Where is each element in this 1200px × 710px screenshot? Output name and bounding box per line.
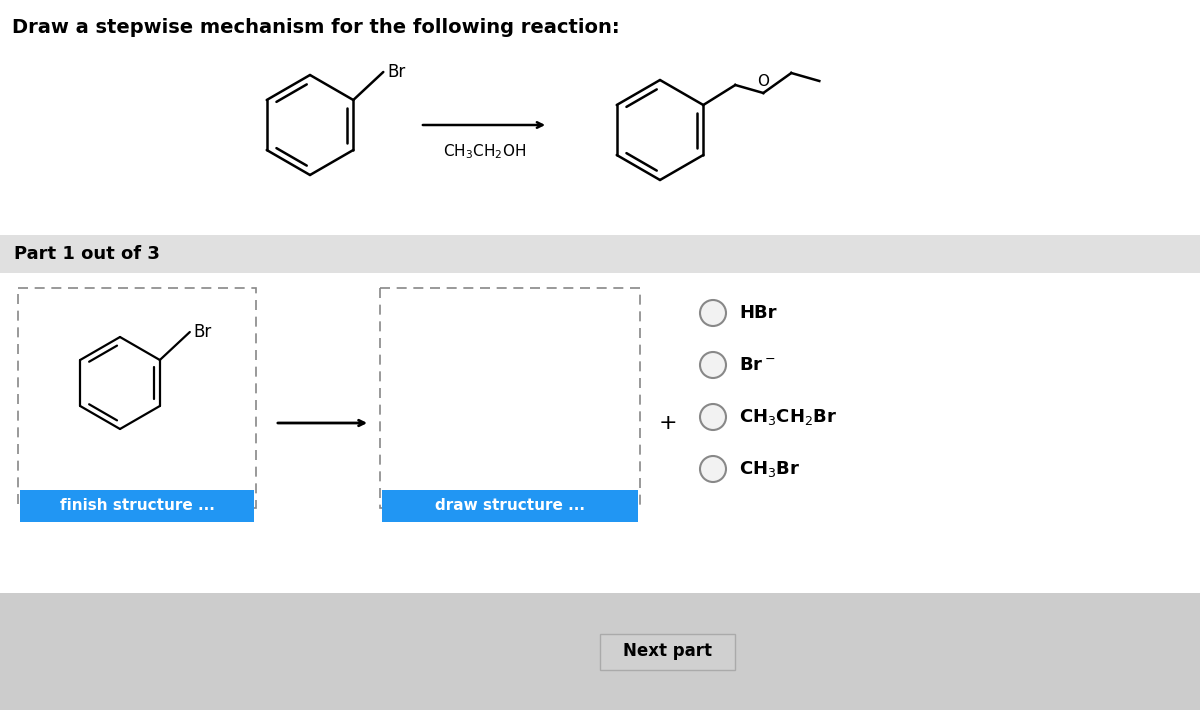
Text: Br: Br (194, 323, 212, 341)
Text: CH$_3$CH$_2$OH: CH$_3$CH$_2$OH (443, 142, 526, 160)
Bar (0, 593, 1200, 710)
Text: finish structure ...: finish structure ... (60, 498, 215, 513)
Circle shape (700, 456, 726, 482)
Text: Br$^-$: Br$^-$ (739, 356, 775, 374)
Circle shape (700, 404, 726, 430)
Text: Part 1 out of 3: Part 1 out of 3 (14, 245, 160, 263)
Bar (382, 490, 638, 522)
Text: Draw a stepwise mechanism for the following reaction:: Draw a stepwise mechanism for the follow… (12, 18, 619, 37)
Text: +: + (659, 413, 677, 433)
Text: CH$_3$Br: CH$_3$Br (739, 459, 800, 479)
Bar (600, 633, 734, 670)
Bar (0, 235, 1200, 273)
Text: Br: Br (388, 63, 406, 81)
Text: draw structure ...: draw structure ... (436, 498, 586, 513)
Text: HBr: HBr (739, 304, 776, 322)
Text: CH$_3$CH$_2$Br: CH$_3$CH$_2$Br (739, 407, 838, 427)
Bar (0, 0, 1200, 235)
Circle shape (700, 352, 726, 378)
Circle shape (700, 300, 726, 326)
Bar (18, 288, 256, 508)
Bar (380, 288, 640, 508)
Text: Next part: Next part (623, 643, 712, 660)
Text: O: O (757, 74, 769, 89)
Bar (20, 490, 254, 522)
Bar (0, 273, 1200, 593)
